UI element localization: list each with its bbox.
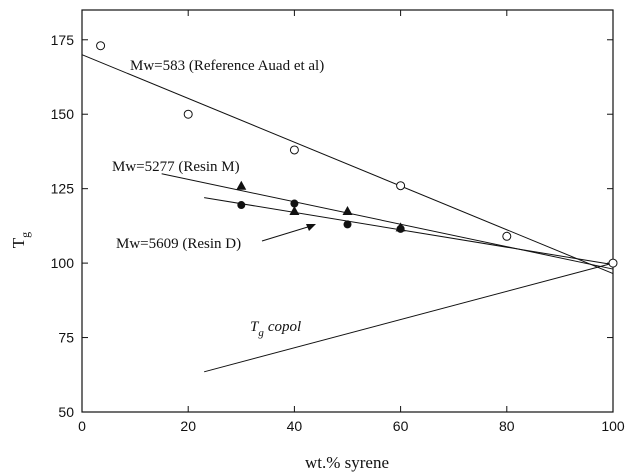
y-axis-title-sub: g — [18, 232, 32, 238]
tg-copol-sub: g — [258, 327, 264, 339]
marker-open-circle — [396, 181, 406, 191]
plot-frame — [81, 9, 614, 413]
x-axis-title: wt.% syrene — [305, 453, 389, 472]
marker-open-circle — [96, 41, 106, 51]
svg-text:Tg: Tg — [9, 232, 32, 248]
marker-filled-circle — [343, 220, 352, 229]
axis-ticks: 0 20 40 60 80 100 50 75 100 125 150 175 — [51, 10, 625, 434]
marker-filled-circle — [396, 224, 405, 233]
y-tick-label: 75 — [58, 330, 74, 346]
y-tick-label: 125 — [51, 181, 75, 197]
marker-filled-triangle — [289, 206, 300, 215]
annotation-mw5609: Mw=5609 (Resin D) — [116, 236, 241, 252]
marker-open-circle — [289, 145, 299, 155]
marker-filled-triangle — [236, 180, 247, 190]
y-tick-label: 50 — [58, 404, 74, 420]
y-tick-label: 175 — [51, 32, 75, 48]
marker-open-circle — [502, 231, 512, 241]
line-fit-5277 — [161, 173, 614, 270]
x-tick-label: 60 — [393, 418, 409, 434]
x-tick-label: 0 — [78, 418, 86, 434]
marker-filled-circle — [237, 201, 246, 210]
y-axis-title-main: T — [9, 237, 28, 248]
marker-open-circle — [608, 258, 618, 268]
x-tick-label: 100 — [601, 418, 625, 434]
marker-open-circle — [183, 109, 193, 119]
annotation-mw583: Mw=583 (Reference Auad et al) — [130, 58, 324, 74]
x-tick-label: 80 — [499, 418, 515, 434]
line-fit-5609 — [204, 197, 614, 266]
x-tick-label: 20 — [180, 418, 196, 434]
line-tg-copol — [204, 262, 614, 373]
data-markers — [96, 41, 618, 268]
y-tick-label: 100 — [51, 255, 75, 271]
marker-filled-triangle — [342, 206, 353, 215]
x-tick-label: 40 — [287, 418, 303, 434]
annotation-mw5277: Mw=5277 (Resin M) — [112, 159, 240, 175]
y-tick-label: 150 — [51, 106, 75, 122]
line-fit-583 — [81, 54, 614, 274]
y-axis-title: Tg — [9, 232, 32, 248]
annotation-arrow — [261, 224, 316, 242]
annotation-tg-copol: Tg copol — [250, 319, 301, 339]
marker-filled-circle — [290, 199, 299, 208]
